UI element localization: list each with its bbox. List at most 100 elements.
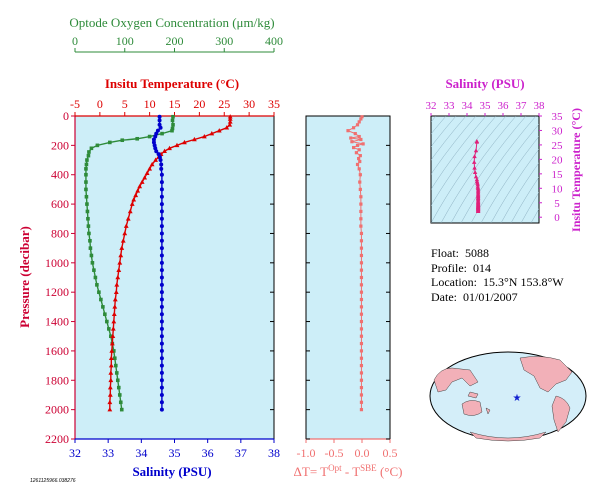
oxygen-point [85,158,89,162]
delta-t-tick-label: 0.0 [355,446,370,460]
delta-t-title-superscript: Opt [328,463,342,473]
delta-t-axis-title: ΔT= TOpt - TSBE (°C) [294,463,403,479]
temperature-point [122,230,128,236]
delta-t-point [361,142,365,146]
temperature-tick-label: 0 [97,97,103,111]
salinity-point [159,253,164,258]
density-contour [431,116,457,148]
salinity-point [159,238,164,243]
ts-temperature-tick-label: 20 [552,154,564,166]
temperature-point [120,238,126,243]
ts-point [473,148,479,153]
delta-t-axis: -1.0 -0.5 0.0 0.5 [297,115,398,460]
delta-t-point [359,268,364,272]
temperature-point [107,392,113,397]
delta-t-point [357,156,361,161]
temperature-point [135,188,141,193]
delta-t-point [354,151,358,155]
oxygen-tick-label: 100 [116,34,134,48]
oxygen-point [85,202,89,206]
float-row: Float: 5088 [431,246,564,261]
salinity-tick-label: 32 [69,446,81,460]
delta-t-point [358,187,362,192]
oxygen-point [92,268,96,272]
delta-t-point [359,305,364,309]
delta-t-point [358,173,362,177]
oxygen-axis: 0 100 200 300 400 [72,34,283,53]
ts-axes: 32 33 34 35 36 37 38 0 5 10 15 20 25 30 35 [426,100,564,224]
pressure-tick-label: 1400 [45,315,69,329]
temperature-point [147,166,153,171]
salinity-point [157,118,162,123]
ts-temperature-tick-label: 25 [552,140,564,152]
salinity-axis-title: Salinity (PSU) [132,464,211,479]
ts-point [472,165,477,170]
pressure-tick-label: 600 [51,197,69,211]
delta-t-point [359,327,364,331]
temperature-point [118,252,124,258]
density-contour [520,191,539,223]
density-contour [431,116,487,190]
ts-salinity-tick-label: 36 [498,100,510,112]
temperature-point [123,223,129,228]
oxygen-point [170,126,175,131]
salinity-point [159,187,164,192]
location-row: Location: 15.3°N 153.8°W [431,275,564,290]
temperature-point [139,179,145,184]
map-land-asia [433,367,479,393]
pressure-tick-label: 2000 [45,403,69,417]
ts-salinity-tick-label: 35 [480,100,492,112]
salinity-point [159,162,164,167]
salinity-point [159,326,164,331]
temperature-point [116,267,122,272]
oxygen-point [95,143,100,148]
salinity-tick-label: 38 [268,446,280,460]
temperature-tick-label: 5 [122,97,128,111]
profile-y-ticks: 0 200 400 600 800 1000 1200 1400 1600 1800 2000 220… [45,109,274,446]
ts-temperature-tick-label: 10 [552,183,564,195]
float-info: Float: 5088 Profile: 014 Location: 15.3°… [431,246,564,304]
star-icon: ★ [513,393,522,404]
delta-t-point [355,123,360,127]
salinity-tick-label: 33 [102,446,114,460]
date-value: 01/01/2007 [463,289,518,304]
oxygen-point [84,180,88,184]
density-contour [431,116,477,175]
salinity-point [159,356,164,361]
salinity-point [159,378,164,383]
temperature-point [108,370,114,375]
oxygen-point [101,305,105,309]
salinity-point [159,246,164,251]
delta-t-point [359,253,364,258]
salinity-point [159,370,164,375]
oxygen-point [119,407,124,412]
salinity-point [158,158,163,163]
pressure-tick-label: 1200 [45,285,69,299]
salinity-tick-label: 34 [135,446,147,460]
temperature-point [113,289,119,294]
delta-t-point [358,180,362,184]
delta-t-point [359,290,364,294]
ts-temperature-tick-label: 0 [554,212,560,224]
map-land-australia [461,400,483,416]
delta-t-point [359,393,364,397]
salinity-point [159,202,164,207]
pressure-tick-label: 1600 [45,344,69,358]
oxygen-point [84,162,89,167]
oxygen-point [103,312,107,317]
oxygen-point [108,140,112,145]
date-label: Date: [431,289,457,304]
delta-t-point [355,162,360,167]
delta-t-point [357,167,361,171]
delta-t-point [349,136,353,140]
oxygen-point [112,349,116,353]
salinity-point [159,348,164,353]
delta-t-point [359,408,364,412]
temperature-point [201,133,207,139]
oxygen-point [118,400,123,405]
salinity-point [155,128,160,133]
temperature-point [131,197,137,202]
delta-t-point [346,129,350,133]
profile-value: 014 [473,260,491,275]
temperature-point [192,136,197,142]
